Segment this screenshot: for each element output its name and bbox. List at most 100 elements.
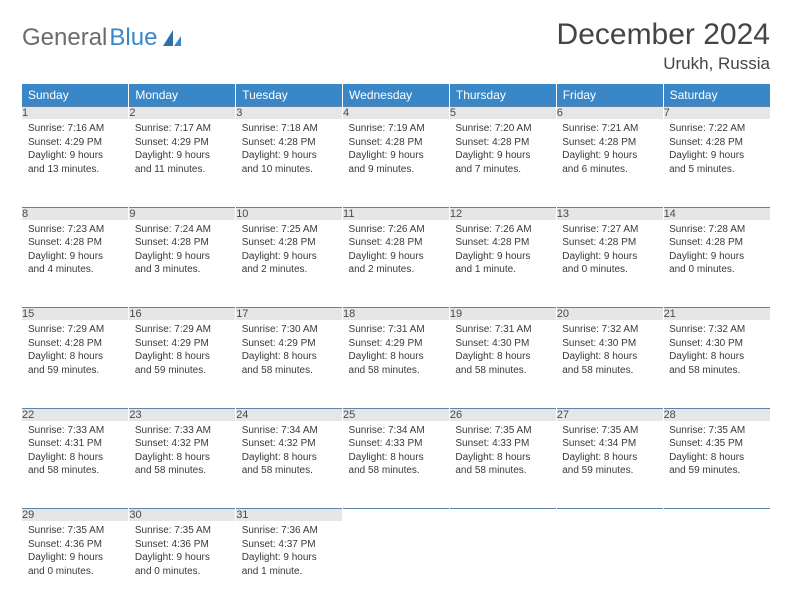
day-9-sr: Sunrise: 7:24 AM [135, 223, 230, 237]
day-11-d1: Daylight: 9 hours [349, 250, 444, 264]
daycell-29: Sunrise: 7:35 AMSunset: 4:36 PMDaylight:… [22, 521, 129, 603]
day-13-ss: Sunset: 4:28 PM [562, 236, 657, 250]
day-16-sr: Sunrise: 7:29 AM [135, 323, 230, 337]
day-details: Sunrise: 7:35 AMSunset: 4:36 PMDaylight:… [129, 521, 236, 584]
daycell-1: Sunrise: 7:16 AMSunset: 4:29 PMDaylight:… [22, 119, 129, 201]
daynum-3: 3 [236, 107, 343, 120]
daynum-empty [556, 509, 663, 522]
daycell-15: Sunrise: 7:29 AMSunset: 4:28 PMDaylight:… [22, 320, 129, 402]
day-1-d1: Daylight: 9 hours [28, 149, 123, 163]
daycell-24: Sunrise: 7:34 AMSunset: 4:32 PMDaylight:… [236, 421, 343, 503]
day-6-ss: Sunset: 4:28 PM [562, 136, 657, 150]
day-details: Sunrise: 7:20 AMSunset: 4:28 PMDaylight:… [449, 119, 556, 182]
day-26-d2: and 58 minutes. [455, 464, 550, 478]
week-4-daynums: 293031 [22, 509, 770, 522]
daycell-14: Sunrise: 7:28 AMSunset: 4:28 PMDaylight:… [663, 220, 770, 302]
day-9-d1: Daylight: 9 hours [135, 250, 230, 264]
day-25-d1: Daylight: 8 hours [349, 451, 444, 465]
day-17-d2: and 58 minutes. [242, 364, 337, 378]
day-25-d2: and 58 minutes. [349, 464, 444, 478]
day-1-d2: and 13 minutes. [28, 163, 123, 177]
day-14-sr: Sunrise: 7:28 AM [669, 223, 764, 237]
day-15-d2: and 59 minutes. [28, 364, 123, 378]
day-details: Sunrise: 7:33 AMSunset: 4:32 PMDaylight:… [129, 421, 236, 484]
calendar-table: SundayMondayTuesdayWednesdayThursdayFrid… [22, 84, 770, 603]
day-26-sr: Sunrise: 7:35 AM [455, 424, 550, 438]
daycell-3: Sunrise: 7:18 AMSunset: 4:28 PMDaylight:… [236, 119, 343, 201]
logo: GeneralBlue [22, 24, 183, 52]
day-29-sr: Sunrise: 7:35 AM [28, 524, 123, 538]
day-6-d1: Daylight: 9 hours [562, 149, 657, 163]
daynum-7: 7 [663, 107, 770, 120]
daycell-empty [556, 521, 663, 603]
day-21-ss: Sunset: 4:30 PM [669, 337, 764, 351]
day-6-sr: Sunrise: 7:21 AM [562, 122, 657, 136]
day-4-d1: Daylight: 9 hours [349, 149, 444, 163]
day-10-ss: Sunset: 4:28 PM [242, 236, 337, 250]
day-15-ss: Sunset: 4:28 PM [28, 337, 123, 351]
day-5-sr: Sunrise: 7:20 AM [455, 122, 550, 136]
day-8-d2: and 4 minutes. [28, 263, 123, 277]
day-11-sr: Sunrise: 7:26 AM [349, 223, 444, 237]
daynum-19: 19 [449, 308, 556, 321]
day-13-sr: Sunrise: 7:27 AM [562, 223, 657, 237]
day-5-d2: and 7 minutes. [455, 163, 550, 177]
day-details: Sunrise: 7:23 AMSunset: 4:28 PMDaylight:… [22, 220, 129, 283]
daycell-18: Sunrise: 7:31 AMSunset: 4:29 PMDaylight:… [343, 320, 450, 402]
day-27-sr: Sunrise: 7:35 AM [562, 424, 657, 438]
day-19-ss: Sunset: 4:30 PM [455, 337, 550, 351]
week-3-content: Sunrise: 7:33 AMSunset: 4:31 PMDaylight:… [22, 421, 770, 503]
daynum-12: 12 [449, 207, 556, 220]
dayname-sunday: Sunday [22, 84, 129, 107]
day-27-d1: Daylight: 8 hours [562, 451, 657, 465]
day-details: Sunrise: 7:34 AMSunset: 4:33 PMDaylight:… [343, 421, 450, 484]
daynum-2: 2 [129, 107, 236, 120]
day-7-d2: and 5 minutes. [669, 163, 764, 177]
dayname-monday: Monday [129, 84, 236, 107]
week-0-daynums: 1234567 [22, 107, 770, 120]
day-28-d1: Daylight: 8 hours [669, 451, 764, 465]
day-22-d2: and 58 minutes. [28, 464, 123, 478]
dayname-row: SundayMondayTuesdayWednesdayThursdayFrid… [22, 84, 770, 107]
day-8-ss: Sunset: 4:28 PM [28, 236, 123, 250]
daynum-13: 13 [556, 207, 663, 220]
day-30-d1: Daylight: 9 hours [135, 551, 230, 565]
day-4-ss: Sunset: 4:28 PM [349, 136, 444, 150]
day-12-d2: and 1 minute. [455, 263, 550, 277]
day-18-ss: Sunset: 4:29 PM [349, 337, 444, 351]
daynum-14: 14 [663, 207, 770, 220]
daynum-11: 11 [343, 207, 450, 220]
month-title: December 2024 [557, 18, 770, 52]
day-details: Sunrise: 7:35 AMSunset: 4:36 PMDaylight:… [22, 521, 129, 584]
day-2-sr: Sunrise: 7:17 AM [135, 122, 230, 136]
logo-text-1: General [22, 24, 107, 52]
dayname-thursday: Thursday [449, 84, 556, 107]
daycell-20: Sunrise: 7:32 AMSunset: 4:30 PMDaylight:… [556, 320, 663, 402]
daynum-16: 16 [129, 308, 236, 321]
day-19-d1: Daylight: 8 hours [455, 350, 550, 364]
day-16-ss: Sunset: 4:29 PM [135, 337, 230, 351]
day-29-ss: Sunset: 4:36 PM [28, 538, 123, 552]
daycell-16: Sunrise: 7:29 AMSunset: 4:29 PMDaylight:… [129, 320, 236, 402]
week-0-content: Sunrise: 7:16 AMSunset: 4:29 PMDaylight:… [22, 119, 770, 201]
day-16-d1: Daylight: 8 hours [135, 350, 230, 364]
day-6-d2: and 6 minutes. [562, 163, 657, 177]
daycell-19: Sunrise: 7:31 AMSunset: 4:30 PMDaylight:… [449, 320, 556, 402]
logo-text-2: Blue [109, 24, 157, 52]
daynum-empty [663, 509, 770, 522]
daycell-13: Sunrise: 7:27 AMSunset: 4:28 PMDaylight:… [556, 220, 663, 302]
day-22-sr: Sunrise: 7:33 AM [28, 424, 123, 438]
dayname-wednesday: Wednesday [343, 84, 450, 107]
week-1-daynums: 891011121314 [22, 207, 770, 220]
daynum-20: 20 [556, 308, 663, 321]
day-1-sr: Sunrise: 7:16 AM [28, 122, 123, 136]
daycell-7: Sunrise: 7:22 AMSunset: 4:28 PMDaylight:… [663, 119, 770, 201]
day-24-d1: Daylight: 8 hours [242, 451, 337, 465]
day-details: Sunrise: 7:32 AMSunset: 4:30 PMDaylight:… [556, 320, 663, 383]
day-details: Sunrise: 7:16 AMSunset: 4:29 PMDaylight:… [22, 119, 129, 182]
daycell-12: Sunrise: 7:26 AMSunset: 4:28 PMDaylight:… [449, 220, 556, 302]
day-28-d2: and 59 minutes. [669, 464, 764, 478]
day-19-sr: Sunrise: 7:31 AM [455, 323, 550, 337]
day-10-sr: Sunrise: 7:25 AM [242, 223, 337, 237]
day-23-sr: Sunrise: 7:33 AM [135, 424, 230, 438]
